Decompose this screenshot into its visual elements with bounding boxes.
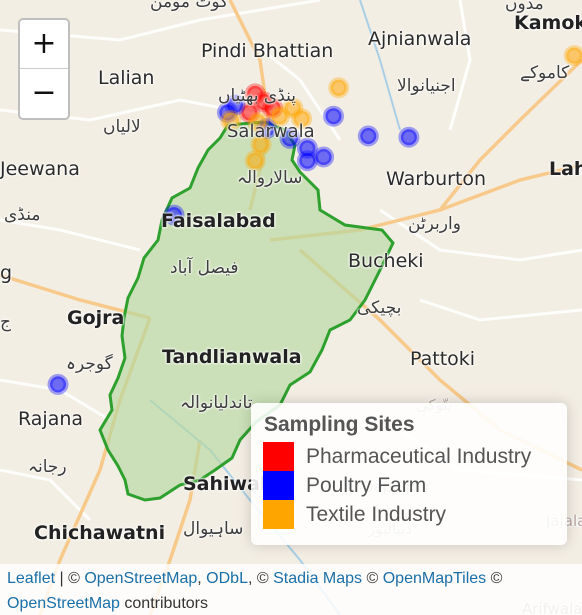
legend-label-textile: Textile Industry <box>306 502 447 526</box>
attribution-sep: © <box>362 570 383 587</box>
site-marker-textile[interactable] <box>250 134 272 156</box>
place-label-sahiwal: Sahiwal <box>183 473 267 495</box>
place-label-gojra-ur: گوجرہ <box>66 354 113 374</box>
site-marker-poultry[interactable] <box>296 150 318 172</box>
legend-item-poultry: Poultry Farm <box>263 471 555 500</box>
place-label-sahiwal-ur: ساہیوال <box>183 519 244 539</box>
zoom-in-button[interactable]: + <box>20 20 68 69</box>
legend-title: Sampling Sites <box>264 413 415 436</box>
place-label-rajana: Rajana <box>18 408 84 430</box>
place-label-rajana-ur: رجانہ <box>28 457 67 477</box>
osm-contributors-link[interactable]: OpenStreetMap <box>7 595 120 612</box>
site-marker-poultry[interactable] <box>323 105 344 127</box>
place-label-pattoki: Pattoki <box>410 348 476 370</box>
attribution-contributors: contributors <box>119 595 208 612</box>
legend-item-textile: Textile Industry <box>263 500 555 529</box>
site-marker-textile[interactable] <box>269 105 291 127</box>
site-marker-textile[interactable] <box>220 110 242 131</box>
zoom-control: + − <box>18 18 70 120</box>
site-marker-poultry[interactable] <box>279 127 301 149</box>
attribution-sep: , <box>197 570 207 587</box>
odbl-link[interactable]: ODbL <box>206 570 248 587</box>
site-marker-poultry[interactable] <box>163 204 185 226</box>
place-label-salarwala: Salarwala <box>227 121 315 142</box>
place-label-faisalabad: Faisalabad <box>161 210 276 232</box>
site-marker-textile[interactable] <box>563 45 582 67</box>
attribution-sep: | © <box>55 570 85 587</box>
site-marker-textile[interactable] <box>328 77 350 99</box>
site-marker-poultry[interactable] <box>47 373 69 395</box>
place-label-tandlianwala-ur: تاندلیانوالہ <box>180 393 253 413</box>
legend: Sampling Sites Pharmaceutical Industry P… <box>251 403 567 545</box>
leaflet-link[interactable]: Leaflet <box>7 570 56 587</box>
place-label-ajnianwala: Ajnianwala <box>368 28 472 50</box>
attribution-sep: © <box>486 570 503 587</box>
place-label-warburton-ur: واربرٹن <box>408 214 461 234</box>
place-label-bucheki-ur: بچیکی <box>357 298 402 318</box>
place-label-lalian: Lalian <box>98 67 155 89</box>
zoom-out-button[interactable]: − <box>31 75 57 110</box>
place-label-warburton: Warburton <box>386 168 487 190</box>
map-attribution: Leaflet | © OpenStreetMap, ODbL, © Stadi… <box>0 564 582 615</box>
place-label-left-g: g <box>0 262 13 284</box>
place-label-salarwala-ur: سالاروالہ <box>237 168 303 188</box>
place-label-bucheki: Bucheki <box>348 250 424 272</box>
place-label-lahore: Lah <box>549 158 582 180</box>
legend-label-poultry: Poultry Farm <box>306 473 427 497</box>
attribution-sep: , © <box>247 570 274 587</box>
place-label-pindi-bhattian: Pindi Bhattian <box>201 40 334 62</box>
place-label-gojra: Gojra <box>67 307 125 329</box>
place-label-lalian-ur: لالیاں <box>103 117 141 137</box>
place-label-kamoke: Kamok <box>514 12 582 34</box>
site-marker-textile[interactable] <box>247 111 269 133</box>
site-marker-poultry[interactable] <box>313 146 335 168</box>
stadia-link[interactable]: Stadia Maps <box>273 570 363 587</box>
sampling-sites-layer <box>47 45 582 395</box>
site-marker-textile[interactable] <box>291 108 313 130</box>
place-label-ajnianwala-ur: اجنیانوالا <box>397 76 456 96</box>
place-label-kamoke-ur: کاموکے <box>520 63 570 83</box>
site-marker-textile[interactable] <box>282 97 304 119</box>
place-label-left-j: ج <box>0 312 11 332</box>
legend-label-pharmaceutical: Pharmaceutical Industry <box>306 444 532 468</box>
place-label-top-ur: کوٹ مومن <box>150 0 229 12</box>
place-label-tandlianwala: Tandlianwala <box>162 346 302 368</box>
legend-swatch-orange <box>263 500 294 529</box>
osm-link[interactable]: OpenStreetMap <box>84 570 198 587</box>
site-marker-textile[interactable] <box>244 150 266 172</box>
place-label-top-ur2: مڈوں <box>505 0 544 14</box>
place-label-pindi-bhattian-ur: پنڈی بھٹیاں <box>218 86 296 106</box>
site-marker-poultry[interactable] <box>398 126 420 148</box>
legend-swatch-red <box>263 442 294 471</box>
place-label-chichawatni: Chichawatni <box>34 522 166 544</box>
site-marker-poultry[interactable] <box>357 125 379 147</box>
place-label-jeewana: Jeewana <box>0 158 80 180</box>
legend-item-pharmaceutical: Pharmaceutical Industry <box>263 442 555 471</box>
place-label-jeewana-ur: منڈی <box>4 205 41 225</box>
openmaptiles-link[interactable]: OpenMapTiles <box>382 570 487 587</box>
place-label-faisalabad-ur: فیصل آباد <box>170 258 239 278</box>
legend-swatch-blue <box>263 471 294 500</box>
